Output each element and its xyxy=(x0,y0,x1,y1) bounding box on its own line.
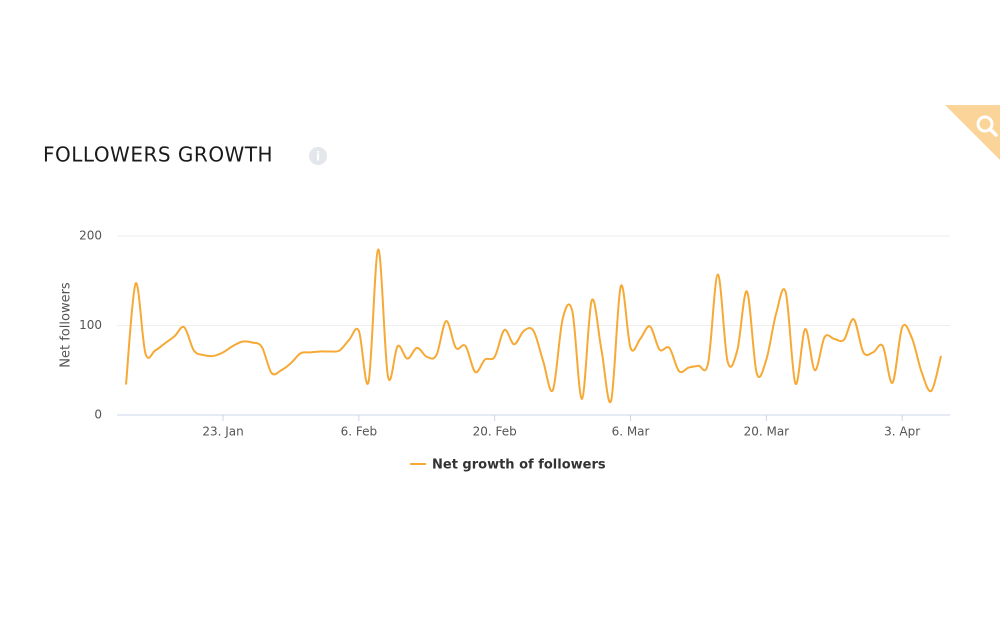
y-tick-label: 0 xyxy=(94,408,102,422)
search-corner[interactable] xyxy=(945,105,1000,160)
x-tick-label: 6. Feb xyxy=(341,425,378,439)
legend-label: Net growth of followers xyxy=(432,458,606,473)
x-tick-label: 20. Feb xyxy=(473,425,517,439)
y-tick-label: 200 xyxy=(79,229,102,243)
info-icon-glyph: i xyxy=(316,150,320,164)
series-line xyxy=(125,248,942,404)
search-icon[interactable] xyxy=(976,115,994,133)
chart-title: FOLLOWERS GROWTH xyxy=(43,143,273,167)
x-tick-label: 20. Mar xyxy=(744,425,790,439)
x-tick-label: 23. Jan xyxy=(202,425,243,439)
info-icon[interactable] xyxy=(309,147,327,165)
y-tick-label: 100 xyxy=(79,318,102,332)
y-axis-title: Net followers xyxy=(59,282,74,368)
x-tick-label: 3. Apr xyxy=(884,425,920,439)
x-tick-label: 6. Mar xyxy=(612,425,650,439)
search-icon-handle xyxy=(988,127,998,137)
